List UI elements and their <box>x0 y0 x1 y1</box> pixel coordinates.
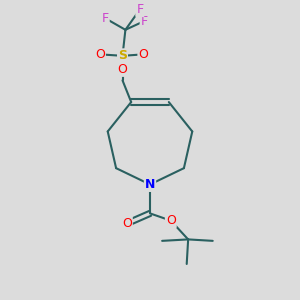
Text: F: F <box>141 15 148 28</box>
Text: N: N <box>145 178 155 191</box>
Text: F: F <box>136 3 143 16</box>
Text: O: O <box>118 63 128 76</box>
Text: S: S <box>118 49 127 62</box>
Text: O: O <box>95 48 105 61</box>
Text: O: O <box>122 217 132 230</box>
Text: O: O <box>166 214 176 227</box>
Text: F: F <box>102 12 109 25</box>
Text: O: O <box>138 48 148 61</box>
